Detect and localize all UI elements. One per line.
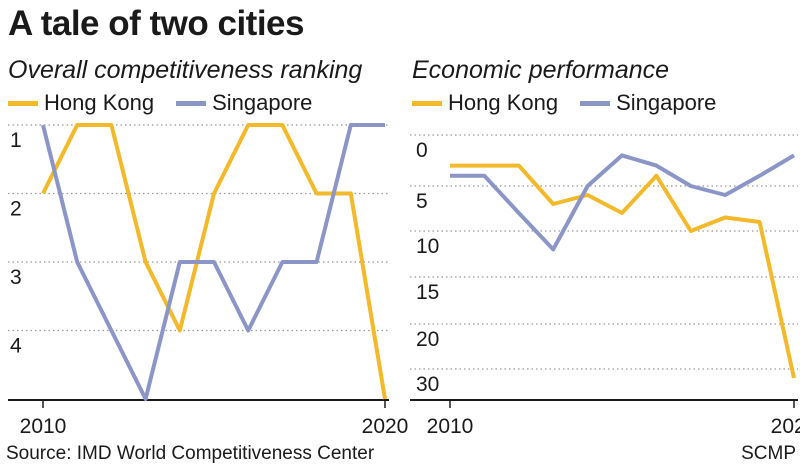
right-chart-subtitle: Economic performance <box>412 56 670 84</box>
chart-title: A tale of two cities <box>8 4 304 43</box>
left-series-line-hong-kong <box>41 123 387 400</box>
credit-note: SCMP <box>741 443 796 464</box>
legend-item-singapore: Singapore <box>176 90 312 116</box>
right-y-tick-label: 5 <box>416 190 428 213</box>
left-x-tick-label: 2010 <box>20 415 67 438</box>
left-y-tick-label: 2 <box>10 198 22 221</box>
legend-label-hong-kong: Hong Kong <box>44 90 155 115</box>
legend-item-hong-kong: Hong Kong <box>412 90 558 116</box>
legend-swatch-hong-kong <box>412 100 442 106</box>
left-chart-subtitle: Overall competitiveness ranking <box>8 56 363 84</box>
right-y-tick-label: 30 <box>416 373 439 396</box>
legend-swatch-hong-kong <box>8 100 38 106</box>
right-x-tick-label: 2010 <box>427 415 474 438</box>
legend-label-singapore: Singapore <box>616 90 717 115</box>
right-x-tick-label: 2020 <box>771 415 800 438</box>
legend-label-hong-kong: Hong Kong <box>448 90 559 115</box>
left-legend: Hong Kong Singapore <box>8 90 334 116</box>
source-note: Source: IMD World Competitiveness Center <box>6 443 375 464</box>
left-series-line-singapore <box>41 123 385 401</box>
legend-swatch-singapore <box>580 100 611 106</box>
right-series-line-singapore <box>450 153 796 252</box>
legend-label-singapore: Singapore <box>212 90 313 115</box>
right-legend: Hong Kong Singapore <box>412 90 738 116</box>
right-y-tick-label: 20 <box>416 328 439 351</box>
right-series-line-hong-kong <box>450 163 796 379</box>
legend-swatch-singapore <box>176 100 207 106</box>
left-x-tick-label: 2020 <box>362 415 409 438</box>
left-y-tick-label: 4 <box>10 335 22 358</box>
left-y-tick-label: 1 <box>10 129 22 152</box>
right-y-tick-label: 15 <box>416 281 439 304</box>
right-y-tick-label: 0 <box>416 139 428 162</box>
left-y-tick-label: 3 <box>10 266 22 289</box>
legend-item-singapore: Singapore <box>580 90 716 116</box>
legend-item-hong-kong: Hong Kong <box>8 90 154 116</box>
right-y-tick-label: 10 <box>416 235 439 258</box>
